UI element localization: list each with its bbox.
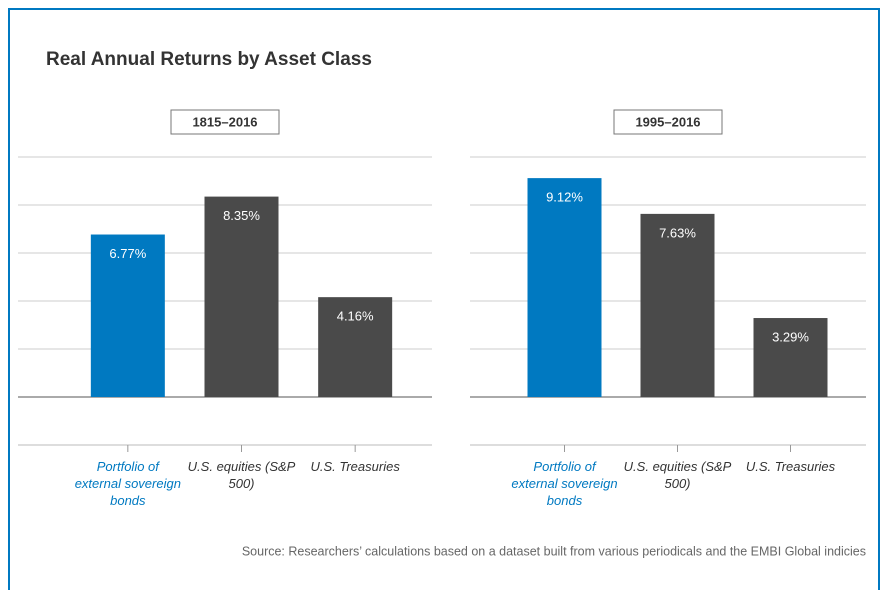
source: Source: Researchers’ calculations based … (242, 544, 866, 558)
value-label: 8.35% (223, 208, 260, 223)
bar (527, 178, 602, 397)
subtitle-box (613, 109, 723, 135)
value-label: 4.16% (337, 309, 374, 324)
value-label: 6.77% (109, 246, 146, 261)
x-tick-label: Portfolio of external sovereign bonds (511, 459, 618, 508)
bar (318, 297, 393, 397)
bar (204, 196, 279, 397)
subtitle-box (170, 109, 280, 135)
subtitle: 1815–2016 (192, 114, 257, 129)
bar (640, 213, 715, 397)
value-label: 7.63% (659, 225, 696, 240)
x-tick-label: U.S. equities (S&P 500) (623, 459, 732, 491)
value-label: 3.29% (772, 329, 809, 344)
subtitle: 1995–2016 (635, 114, 700, 129)
x-tick-label: U.S. Treasuries (310, 459, 400, 474)
x-tick-label: U.S. equities (S&P 500) (187, 459, 296, 491)
frame (8, 8, 880, 590)
x-tick-label: Portfolio of external sovereign bonds (74, 459, 181, 508)
bar (90, 234, 165, 397)
bar (753, 318, 828, 397)
value-label: 9.12% (546, 190, 583, 205)
chart-title: Real Annual Returns by Asset Class (46, 49, 372, 70)
x-tick-label: U.S. Treasuries (745, 459, 836, 474)
